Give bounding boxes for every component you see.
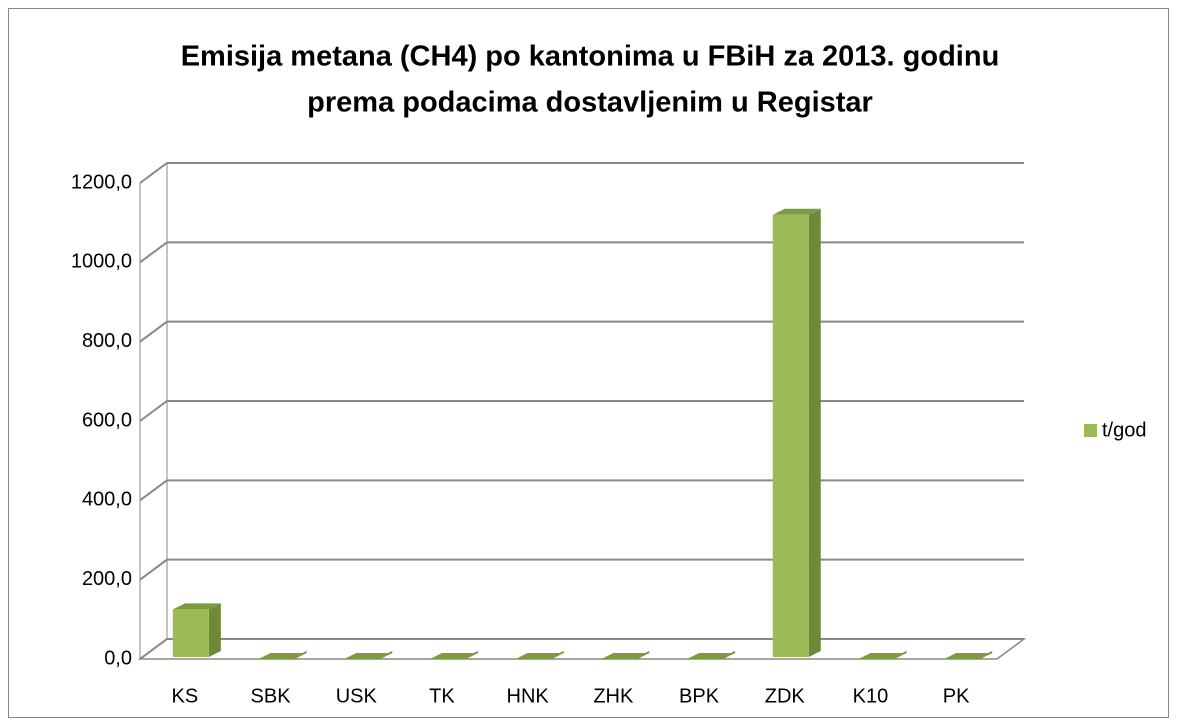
chart-subtitle: prema podacima dostavljenim u Registar bbox=[307, 87, 873, 119]
bar-face bbox=[515, 653, 564, 659]
bar-face bbox=[772, 214, 809, 657]
bar-face bbox=[172, 609, 209, 657]
x-tick-label: HNK bbox=[507, 685, 550, 707]
grid-line bbox=[139, 320, 1024, 343]
bar-face bbox=[258, 653, 307, 659]
bar-face bbox=[858, 653, 907, 659]
bar-face bbox=[601, 653, 650, 659]
bar bbox=[258, 651, 307, 659]
grid-line bbox=[139, 162, 1024, 184]
x-tick-label: ZDK bbox=[765, 685, 806, 707]
bar-face bbox=[208, 603, 221, 657]
bar-face bbox=[772, 208, 821, 215]
grid-line bbox=[139, 479, 1024, 502]
bar-face bbox=[808, 208, 821, 657]
chart-title: Emisija metana (CH4) po kantonima u FBiH… bbox=[181, 41, 1000, 73]
y-tick-label: 0,0 bbox=[104, 647, 132, 669]
y-tick-label: 1000,0 bbox=[71, 251, 132, 273]
x-tick-label: SBK bbox=[251, 685, 292, 707]
x-tick-label: K10 bbox=[853, 685, 889, 707]
x-tick-label: BPK bbox=[679, 685, 720, 707]
bar-face bbox=[944, 653, 993, 659]
bar bbox=[944, 651, 993, 659]
bar bbox=[344, 651, 393, 659]
grid-line bbox=[139, 558, 1024, 581]
legend-label: t/god bbox=[1102, 419, 1146, 441]
legend-swatch bbox=[1084, 424, 1097, 437]
bar bbox=[687, 651, 736, 659]
grid-line bbox=[139, 241, 1024, 264]
x-tick-label: USK bbox=[336, 685, 378, 707]
chart-border bbox=[8, 8, 1169, 718]
bar bbox=[515, 651, 564, 659]
x-tick-label: TK bbox=[429, 685, 455, 707]
y-tick-label: 600,0 bbox=[82, 409, 132, 431]
bar-face bbox=[687, 653, 736, 659]
y-tick-label: 800,0 bbox=[82, 330, 132, 352]
bar-face bbox=[429, 653, 478, 659]
bar bbox=[601, 651, 650, 659]
bar bbox=[172, 603, 221, 657]
y-tick-label: 400,0 bbox=[82, 489, 132, 511]
bar bbox=[429, 651, 478, 659]
x-tick-label: KS bbox=[172, 685, 199, 707]
bar bbox=[772, 208, 821, 657]
x-tick-label: ZHK bbox=[593, 685, 634, 707]
y-tick-label: 1200,0 bbox=[71, 171, 132, 193]
bar-face bbox=[172, 603, 221, 610]
grid-line bbox=[139, 400, 1024, 422]
y-tick-label: 200,0 bbox=[82, 568, 132, 590]
bar bbox=[858, 651, 907, 659]
x-tick-label: PK bbox=[943, 685, 970, 707]
bar-face bbox=[344, 653, 393, 659]
